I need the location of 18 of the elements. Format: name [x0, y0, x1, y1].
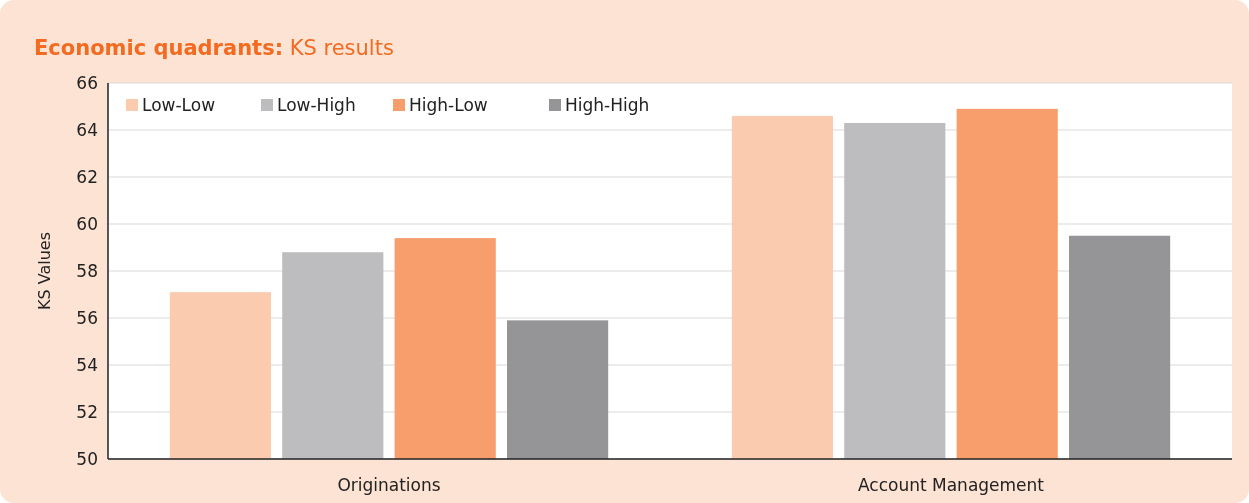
y-tick-label: 50	[76, 448, 98, 469]
legend-label: Low-High	[277, 94, 356, 115]
chart-title: Economic quadrants:	[34, 36, 284, 60]
legend-label: Low-Low	[142, 94, 216, 115]
y-tick-label: 54	[76, 354, 98, 375]
legend-label: High-High	[565, 94, 650, 115]
y-tick-label: 58	[76, 260, 98, 281]
chart-subtitle: KS results	[283, 36, 394, 60]
y-tick-label: 56	[76, 307, 98, 328]
y-tick-label: 52	[76, 401, 98, 422]
x-tick-label: Originations	[337, 475, 441, 495]
y-tick-label: 62	[76, 166, 98, 187]
y-tick-label: 66	[76, 72, 98, 93]
y-tick-label: 60	[76, 213, 98, 234]
y-tick-label: 64	[76, 119, 98, 140]
y-axis-title: KS Values	[35, 231, 54, 311]
x-tick-label: Account Management	[857, 475, 1045, 495]
legend-label: High-Low	[409, 94, 488, 115]
